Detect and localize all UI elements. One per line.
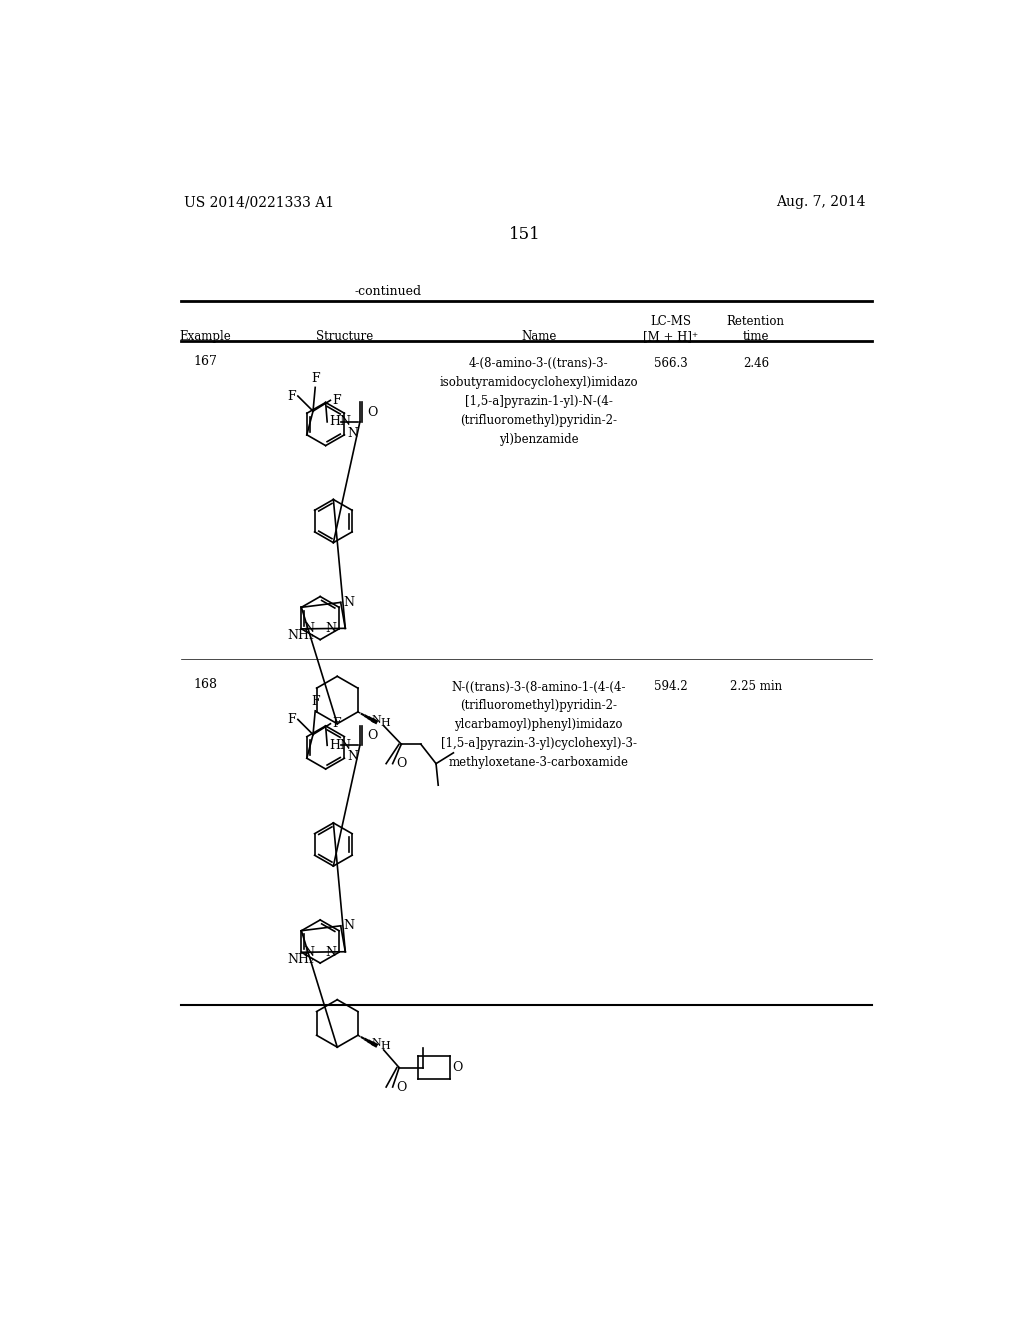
Text: NH₂: NH₂ bbox=[287, 630, 314, 643]
Text: time: time bbox=[742, 330, 769, 343]
Text: F: F bbox=[333, 717, 341, 730]
Text: O: O bbox=[453, 1061, 463, 1074]
Text: N-((trans)-3-(8-amino-1-(4-(4-
(trifluoromethyl)pyridin-2-
ylcarbamoyl)phenyl)im: N-((trans)-3-(8-amino-1-(4-(4- (trifluor… bbox=[440, 681, 637, 770]
Text: LC-MS: LC-MS bbox=[650, 314, 691, 327]
Text: N: N bbox=[344, 595, 354, 609]
Text: N: N bbox=[303, 945, 314, 958]
Text: 594.2: 594.2 bbox=[653, 681, 687, 693]
Text: [M + H]⁺: [M + H]⁺ bbox=[643, 330, 698, 343]
Text: N: N bbox=[347, 426, 358, 440]
Text: Retention: Retention bbox=[727, 314, 784, 327]
Text: 151: 151 bbox=[509, 226, 541, 243]
Text: HN: HN bbox=[330, 416, 351, 429]
Text: N: N bbox=[326, 945, 337, 958]
Text: F: F bbox=[311, 696, 319, 709]
Text: N: N bbox=[372, 715, 382, 725]
Text: -continued: -continued bbox=[354, 285, 421, 298]
Text: O: O bbox=[396, 758, 407, 770]
Text: N: N bbox=[344, 919, 354, 932]
Text: 4-(8-amino-3-((trans)-3-
isobutyramidocyclohexyl)imidazo
[1,5-a]pyrazin-1-yl)-N-: 4-(8-amino-3-((trans)-3- isobutyramidocy… bbox=[439, 358, 638, 446]
Text: N: N bbox=[347, 750, 358, 763]
Text: N: N bbox=[372, 1039, 382, 1048]
Text: HN: HN bbox=[330, 739, 351, 752]
Text: Example: Example bbox=[179, 330, 231, 343]
Text: Structure: Structure bbox=[316, 330, 374, 343]
Text: O: O bbox=[396, 1081, 407, 1093]
Text: F: F bbox=[333, 393, 341, 407]
Text: F: F bbox=[287, 713, 296, 726]
Text: N: N bbox=[326, 622, 337, 635]
Text: US 2014/0221333 A1: US 2014/0221333 A1 bbox=[183, 195, 334, 210]
Text: Name: Name bbox=[521, 330, 556, 343]
Text: F: F bbox=[311, 372, 319, 385]
Text: O: O bbox=[368, 405, 378, 418]
Text: 566.3: 566.3 bbox=[653, 358, 687, 370]
Text: F: F bbox=[287, 389, 296, 403]
Text: O: O bbox=[368, 729, 378, 742]
Text: NH₂: NH₂ bbox=[287, 953, 314, 966]
Text: 2.46: 2.46 bbox=[742, 358, 769, 370]
Text: H: H bbox=[381, 1041, 390, 1051]
Text: N: N bbox=[303, 622, 314, 635]
Text: 168: 168 bbox=[194, 678, 217, 692]
Text: 167: 167 bbox=[194, 355, 217, 368]
Text: Aug. 7, 2014: Aug. 7, 2014 bbox=[776, 195, 866, 210]
Text: 2.25 min: 2.25 min bbox=[730, 681, 781, 693]
Text: H: H bbox=[381, 718, 390, 727]
